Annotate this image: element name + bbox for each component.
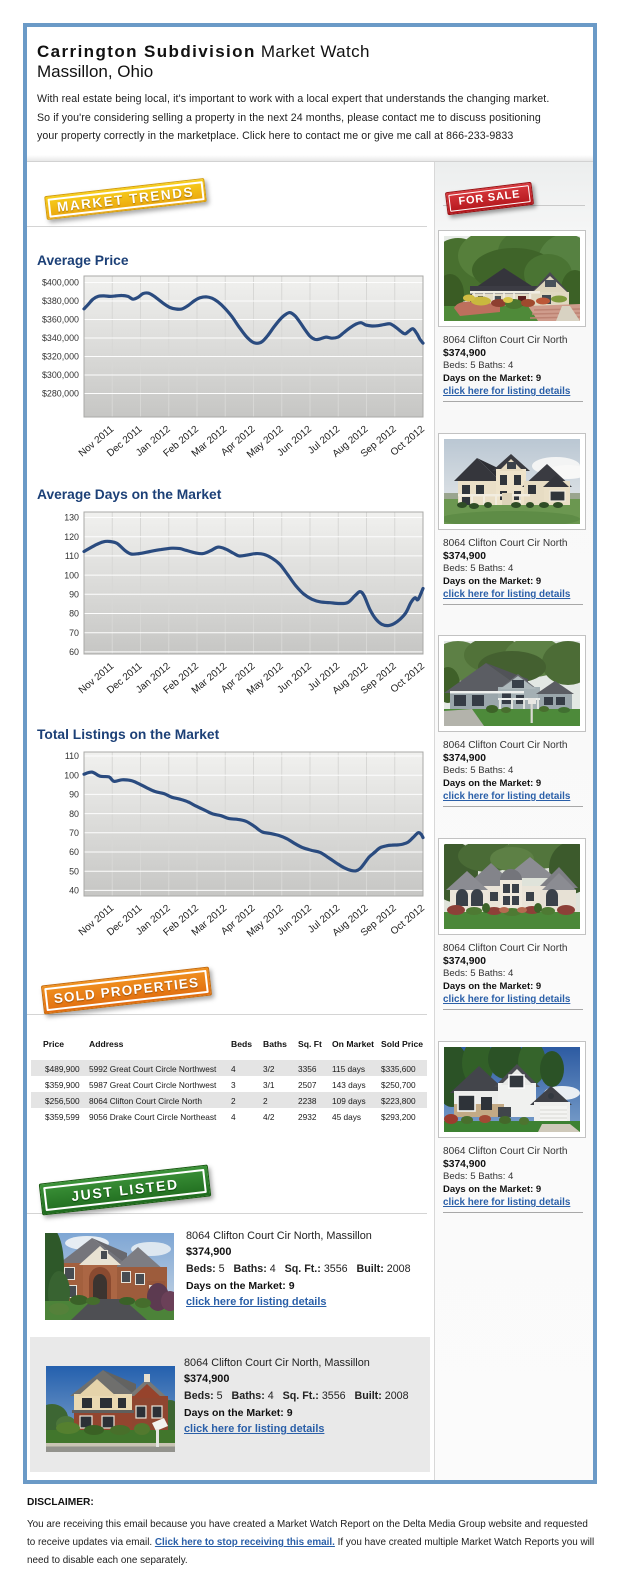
svg-text:90: 90 [69, 590, 79, 600]
svg-text:40: 40 [69, 886, 79, 896]
svg-text:60: 60 [69, 647, 79, 657]
svg-text:$280,000: $280,000 [42, 389, 79, 399]
svg-text:60: 60 [69, 847, 79, 857]
svg-text:$340,000: $340,000 [42, 333, 79, 343]
svg-text:$380,000: $380,000 [42, 296, 79, 306]
svg-text:100: 100 [64, 570, 79, 580]
svg-text:110: 110 [65, 551, 79, 561]
svg-text:50: 50 [69, 866, 79, 876]
svg-text:120: 120 [64, 532, 79, 542]
svg-text:90: 90 [69, 790, 79, 800]
svg-text:$360,000: $360,000 [42, 315, 79, 325]
svg-text:70: 70 [69, 628, 79, 638]
svg-text:80: 80 [69, 809, 79, 819]
svg-text:$320,000: $320,000 [42, 352, 79, 362]
svg-text:$300,000: $300,000 [42, 370, 79, 380]
svg-text:110: 110 [65, 751, 79, 761]
svg-text:$400,000: $400,000 [42, 278, 79, 288]
svg-text:70: 70 [69, 828, 79, 838]
svg-text:100: 100 [64, 770, 79, 780]
svg-text:80: 80 [69, 609, 79, 619]
svg-text:130: 130 [64, 513, 79, 523]
